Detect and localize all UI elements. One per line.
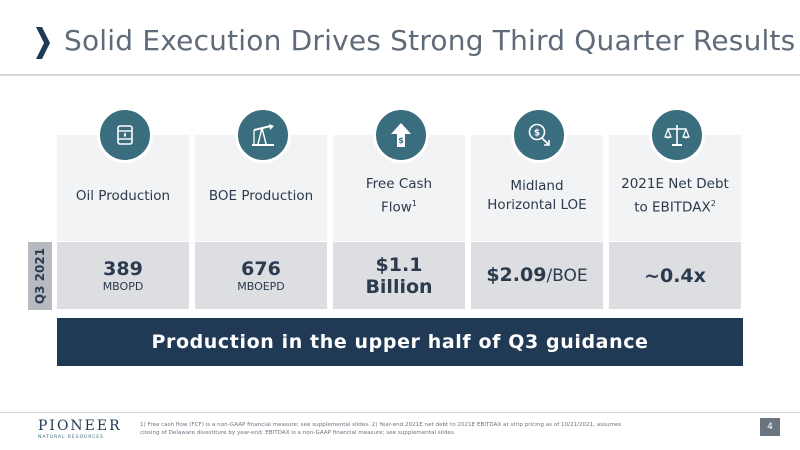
page-number: 4 [760, 418, 780, 436]
title-bar: Solid Execution Drives Strong Third Quar… [0, 0, 800, 76]
metric-value-cell: $2.09/BOE [471, 242, 603, 309]
metric-unit: MBOPD [102, 279, 144, 293]
footer-divider [0, 412, 800, 413]
metric-label: 2021E Net Debt to EBITDAX2 [621, 175, 729, 216]
footnote-marker: 2 [710, 198, 716, 208]
logo-wordmark: PIONEER [38, 418, 122, 434]
metric-label: Oil Production [75, 187, 171, 204]
oil-barrel-icon [97, 107, 153, 163]
guidance-banner: Production in the upper half of Q3 guida… [57, 318, 743, 366]
metric-label: Free Cash Flow1 [365, 175, 433, 216]
dollar-up-arrow-icon: $ [373, 107, 429, 163]
metric-unit: MBOEPD [237, 279, 285, 293]
metric-value-cell: 676 MBOEPD [195, 242, 327, 309]
period-label: Q3 2021 [33, 247, 47, 305]
svg-text:$: $ [398, 136, 404, 145]
footnote-line-2: closing of Delaware divestiture by year-… [140, 429, 456, 436]
metric-card-midland-loe: Midland Horizontal LOE $2.09/BOE [471, 135, 603, 309]
svg-text:$: $ [534, 129, 540, 139]
metric-value-cell: 389 MBOPD [57, 242, 189, 309]
logo-tagline: NATURAL RESOURCES [38, 435, 104, 440]
period-tab: Q3 2021 [28, 242, 52, 310]
pioneer-logo: PIONEER NATURAL RESOURCES [38, 418, 122, 440]
metric-card-header: Midland Horizontal LOE [471, 135, 603, 241]
footnotes: 1) Free cash flow (FCF) is a non-GAAP fi… [140, 422, 660, 437]
footnote-line-1: 1) Free cash flow (FCF) is a non-GAAP fi… [140, 422, 622, 428]
metric-label: BOE Production [208, 187, 314, 204]
metric-value-unit: Billion [365, 275, 433, 298]
pump-jack-icon [235, 107, 291, 163]
metric-label: Midland Horizontal LOE [487, 178, 587, 213]
metric-value: $1.1 [375, 253, 423, 276]
title-divider [0, 74, 800, 76]
metric-value: ~0.4x [644, 264, 706, 287]
balance-scale-icon [649, 107, 705, 163]
metric-value: 389 [103, 257, 143, 280]
dollar-down-arrow-icon: $ [511, 107, 567, 163]
metric-value-cell: ~0.4x [609, 242, 741, 309]
metric-value: $2.09/BOE [486, 264, 588, 286]
metric-card-header: 2021E Net Debt to EBITDAX2 [609, 135, 741, 241]
chevron-right-icon [36, 27, 50, 59]
page-title: Solid Execution Drives Strong Third Quar… [64, 24, 796, 57]
footnote-marker: 1 [411, 198, 417, 208]
metric-card-boe-production: BOE Production 676 MBOEPD [195, 135, 327, 309]
metric-value: 676 [241, 257, 281, 280]
metric-unit: /BOE [546, 266, 588, 286]
metric-card-net-debt-ebitdax: 2021E Net Debt to EBITDAX2 ~0.4x [609, 135, 741, 309]
metric-value-cell: $1.1 Billion [333, 242, 465, 309]
